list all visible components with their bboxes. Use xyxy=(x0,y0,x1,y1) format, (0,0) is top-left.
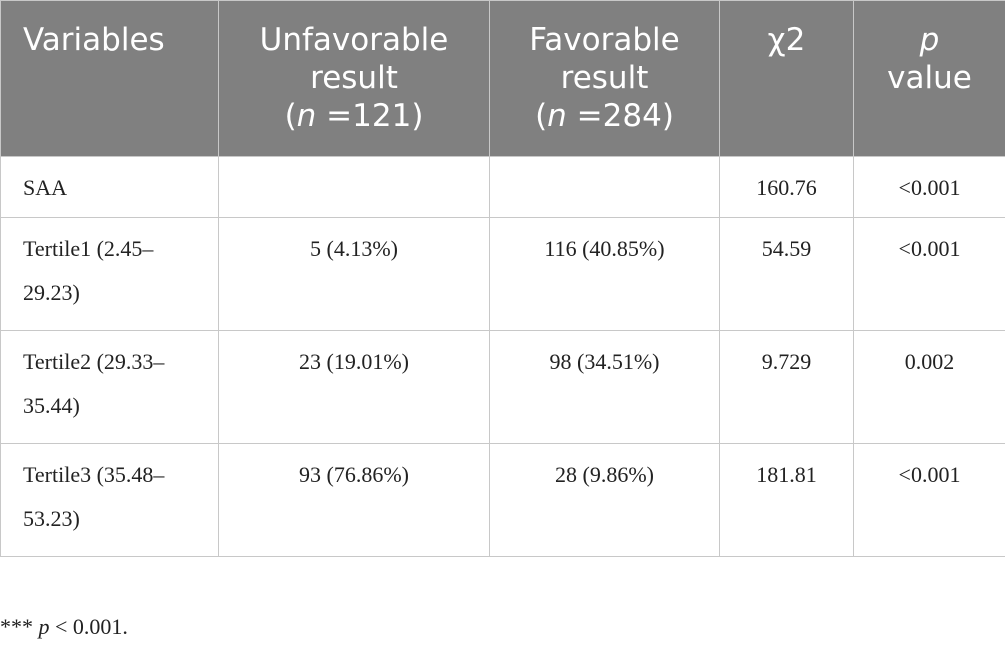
table-cell: 181.81 xyxy=(719,443,854,557)
text-segment: p xyxy=(919,22,940,58)
table-row: Tertile2 (29.33–35.44) 23 (19.01%) 98 (34.… xyxy=(0,330,1005,444)
table-cell: 28 (9.86%) xyxy=(489,443,720,557)
table-cell: <0.001 xyxy=(853,156,1005,218)
table-cell: 9.729 xyxy=(719,330,854,444)
header-cell: p value xyxy=(853,0,1005,157)
text-segment: value xyxy=(887,60,972,96)
table-cell: 0.002 xyxy=(853,330,1005,444)
text-segment: p xyxy=(38,614,50,639)
text-segment: Variables xyxy=(23,22,165,58)
text-segment: Unfavorable result xyxy=(259,22,449,96)
table-cell: Tertile2 (29.33–35.44) xyxy=(0,330,219,444)
table-cell xyxy=(218,156,490,218)
table-cell: 93 (76.86%) xyxy=(218,443,490,557)
text-segment: χ2 xyxy=(767,22,806,58)
table-cell: <0.001 xyxy=(853,443,1005,557)
results-table: Variables Unfavorable result (n =121) Favor… xyxy=(0,0,1005,557)
text-segment: n xyxy=(296,98,317,134)
text-segment: n xyxy=(547,98,567,134)
table-row: Tertile1 (2.45–29.23) 5 (4.13%) 116 (40.85… xyxy=(0,217,1005,331)
header-line: (n =284) xyxy=(502,97,707,135)
header-line: Variables xyxy=(23,21,206,59)
text-segment: ( xyxy=(284,98,297,134)
text-segment: ( xyxy=(535,98,548,134)
header-line: value xyxy=(866,59,993,97)
header-cell: Favorable result (n =284) xyxy=(489,0,720,157)
header-cell: Variables xyxy=(0,0,219,157)
table-cell: 23 (19.01%) xyxy=(218,330,490,444)
text-segment: *** xyxy=(0,614,39,639)
header-line: χ2 xyxy=(732,21,841,59)
table-cell: 116 (40.85%) xyxy=(489,217,720,331)
table-cell: SAA xyxy=(0,156,219,218)
header-line: Favorable result xyxy=(502,21,707,97)
header-line: (n =121) xyxy=(231,97,477,135)
footnote: *** p < 0.001. xyxy=(0,614,128,640)
table-cell: 98 (34.51%) xyxy=(489,330,720,444)
table-cell: 5 (4.13%) xyxy=(218,217,490,331)
table-row: SAA 160.76 <0.001 xyxy=(0,156,1005,218)
text-segment: < 0.001. xyxy=(49,614,128,639)
table-cell: Tertile3 (35.48–53.23) xyxy=(0,443,219,557)
header-cell: Unfavorable result (n =121) xyxy=(218,0,490,157)
text-segment: Favorable result xyxy=(529,22,680,96)
table-cell: 160.76 xyxy=(719,156,854,218)
header-line: p xyxy=(866,21,993,59)
header-cell: χ2 xyxy=(719,0,854,157)
text-segment: =121) xyxy=(316,98,424,134)
header-line: Unfavorable result xyxy=(231,21,477,97)
table-cell: Tertile1 (2.45–29.23) xyxy=(0,217,219,331)
text-segment: =284) xyxy=(566,98,674,134)
table-body: SAA 160.76 <0.001 Tertile1 (2.45–29.23) 5 (4… xyxy=(0,156,1005,557)
table-row: Tertile3 (35.48–53.23) 93 (76.86%) 28 (9.8… xyxy=(0,443,1005,557)
table-cell xyxy=(489,156,720,218)
table-cell: <0.001 xyxy=(853,217,1005,331)
header-row: Variables Unfavorable result (n =121) Favor… xyxy=(0,0,1005,157)
table-cell: 54.59 xyxy=(719,217,854,331)
